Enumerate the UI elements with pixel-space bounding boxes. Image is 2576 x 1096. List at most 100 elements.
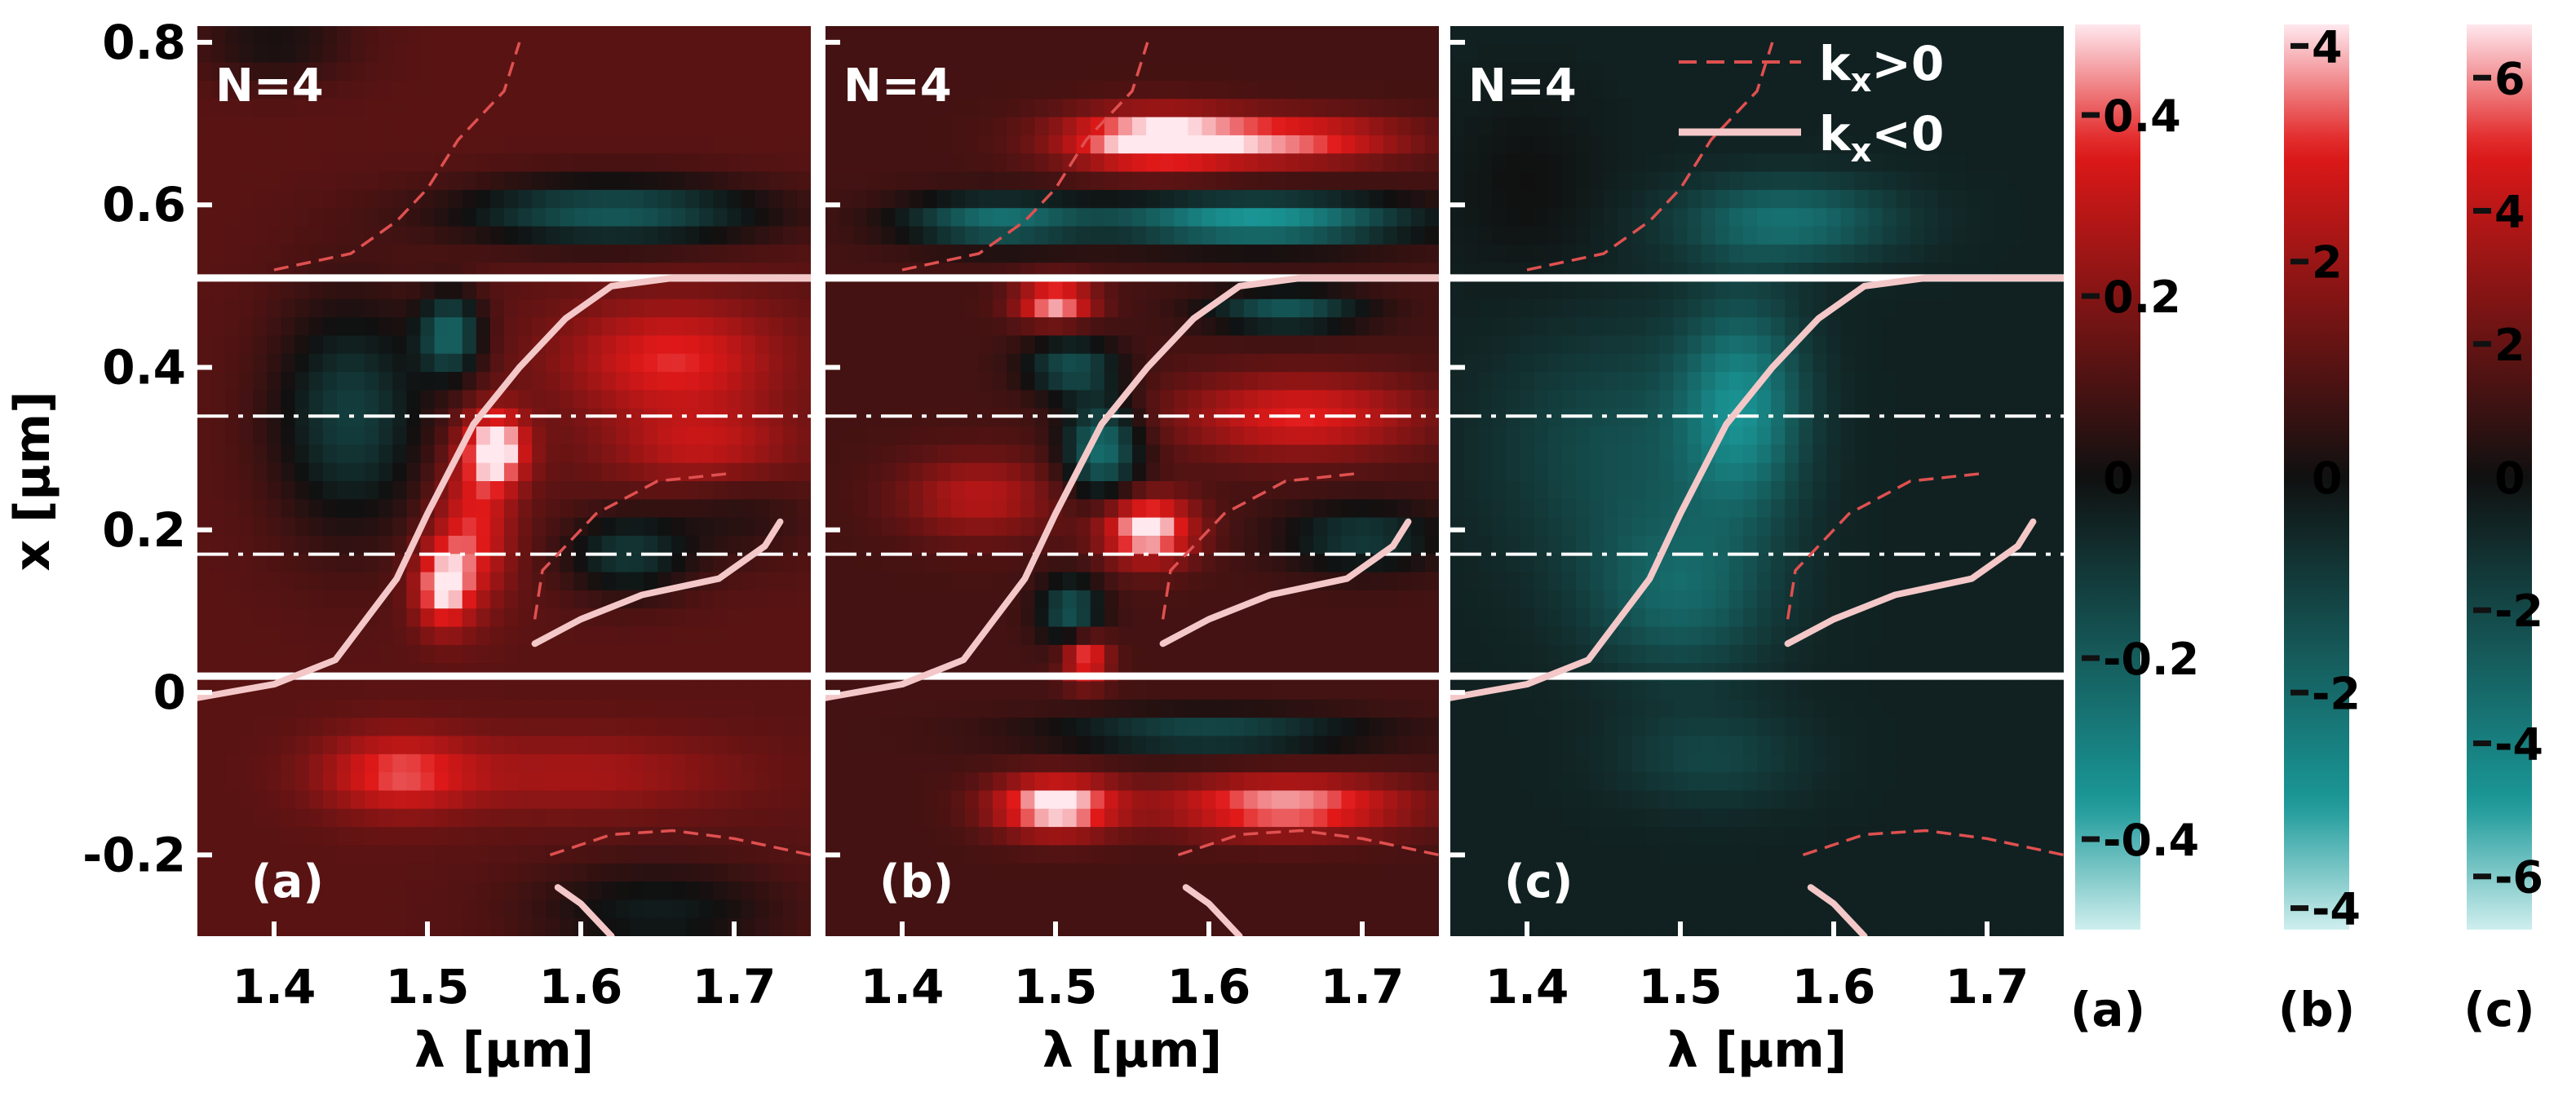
heatmap-cell <box>1020 718 1036 737</box>
heatmap-cell <box>560 917 575 936</box>
heatmap-cell <box>1618 135 1632 154</box>
heatmap-cell <box>1341 718 1357 737</box>
heatmap-cell <box>1020 44 1036 64</box>
heatmap-cell <box>964 699 980 718</box>
heatmap-cell <box>643 827 658 846</box>
heatmap-cell <box>1341 444 1357 464</box>
heatmap-cell <box>964 281 980 300</box>
heatmap-cell <box>713 626 728 646</box>
heatmap-cell <box>867 808 883 828</box>
heatmap-cell <box>560 590 575 609</box>
heatmap-cell <box>1771 80 1786 99</box>
heatmap-cell <box>741 590 756 609</box>
n-label-b: N=4 <box>843 60 952 113</box>
heatmap-cell <box>1757 26 1772 46</box>
heatmap-cell <box>1229 517 1245 537</box>
heatmap-cell <box>573 390 589 409</box>
heatmap-cell <box>267 899 282 919</box>
heatmap-cell <box>1104 335 1119 355</box>
heatmap-cell <box>1383 135 1398 154</box>
heatmap-cell <box>1118 135 1133 154</box>
heatmap-cell <box>336 99 352 118</box>
heatmap-cell <box>1561 153 1577 173</box>
heatmap-cell <box>2021 26 2037 46</box>
heatmap-cell <box>1812 171 1828 191</box>
heatmap-cell <box>489 718 505 737</box>
heatmap-cell <box>643 808 658 828</box>
heatmap-cell <box>1160 644 1175 664</box>
heatmap-cell <box>741 62 756 82</box>
heatmap-cell <box>629 699 644 718</box>
heatmap-cell <box>1076 62 1091 82</box>
heatmap-cell <box>796 626 811 646</box>
heatmap-cell <box>1799 153 1814 173</box>
heatmap-cell <box>489 590 505 609</box>
heatmap-cell <box>685 699 700 718</box>
heatmap-cell <box>615 535 631 555</box>
heatmap-cell <box>853 517 868 537</box>
heatmap-cell <box>1202 845 1217 864</box>
heatmap-cell <box>950 863 966 882</box>
heatmap-cell <box>308 899 324 919</box>
heatmap-cell <box>1034 772 1050 792</box>
heatmap-cell <box>1215 644 1231 664</box>
heatmap-cell <box>1034 390 1050 409</box>
heatmap-cell <box>853 808 868 828</box>
heatmap-cell <box>532 281 547 300</box>
heatmap-cell <box>504 572 519 591</box>
heatmap-cell <box>1313 298 1328 318</box>
heatmap-cell <box>1229 772 1245 792</box>
heatmap-cell <box>1020 153 1036 173</box>
heatmap-cell <box>1271 317 1286 337</box>
heatmap-cell <box>322 99 338 118</box>
heatmap-cell <box>294 882 310 901</box>
heatmap-cell <box>755 335 770 355</box>
heatmap-cell <box>1257 608 1273 628</box>
heatmap-cell <box>964 499 980 519</box>
heatmap-cell <box>881 426 896 446</box>
heatmap-cell <box>1132 517 1147 537</box>
heatmap-cell <box>1771 135 1786 154</box>
heatmap-cell <box>1994 226 2009 245</box>
heatmap-cell <box>881 882 896 901</box>
heatmap-cell <box>1994 208 2009 228</box>
heatmap-cell <box>1257 626 1273 646</box>
heatmap-cell <box>1132 718 1147 737</box>
heatmap-cell <box>1701 189 1716 209</box>
heatmap-cell <box>392 26 408 46</box>
heatmap-cell <box>741 808 756 828</box>
heatmap-cell <box>378 372 393 391</box>
heatmap-cell <box>476 863 491 882</box>
heatmap-cell <box>1910 208 1925 228</box>
heatmap-cell <box>1299 535 1314 555</box>
heatmap-cell <box>1076 808 1091 828</box>
heatmap-cell <box>1424 882 1439 901</box>
heatmap-cell <box>1048 718 1064 737</box>
heatmap-cell <box>420 808 436 828</box>
heatmap-cell <box>601 426 617 446</box>
kx-negative-curve <box>531 518 784 647</box>
heatmap-cell <box>782 44 798 64</box>
heatmap-cell <box>322 335 338 355</box>
heatmap-cell <box>1146 462 1161 482</box>
heatmap-cell <box>1383 390 1398 409</box>
heatmap-cell <box>489 644 505 664</box>
heatmap-cell <box>685 499 700 519</box>
heatmap-cell <box>225 317 240 337</box>
heatmap-cell <box>699 517 715 537</box>
heatmap-cell <box>1520 99 1535 118</box>
heatmap-cell <box>392 827 408 846</box>
heatmap-cell <box>2021 44 2037 64</box>
heatmap-cell <box>1048 281 1064 300</box>
heatmap-cell <box>1229 754 1245 773</box>
heatmap-cell <box>434 554 449 573</box>
heatmap-cell <box>1271 827 1286 846</box>
heatmap-cell <box>336 535 352 555</box>
heatmap-cell <box>1341 882 1357 901</box>
heatmap-cell <box>489 554 505 573</box>
heatmap-cell <box>1396 135 1412 154</box>
heatmap-cell <box>546 117 561 136</box>
heatmap-cell <box>267 26 282 46</box>
heatmap-cell <box>1355 590 1370 609</box>
heatmap-cell <box>197 153 212 173</box>
